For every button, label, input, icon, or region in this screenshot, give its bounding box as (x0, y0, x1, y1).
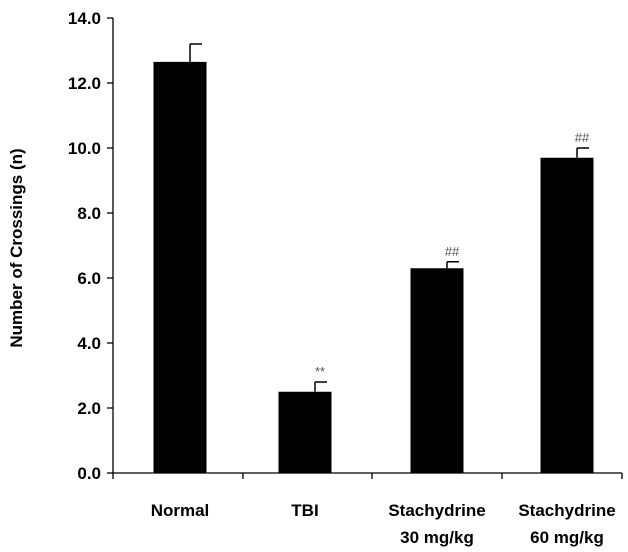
y-tick-label: 12.0 (68, 74, 101, 93)
x-category-label: 60 mg/kg (530, 528, 604, 547)
x-category-label: 30 mg/kg (400, 528, 474, 547)
x-category-label: Stachydrine (518, 501, 615, 520)
x-category-label: Normal (151, 501, 210, 520)
y-tick-label: 4.0 (77, 334, 101, 353)
significance-label: ## (445, 244, 460, 259)
bar (278, 391, 332, 473)
x-category-label: TBI (291, 501, 318, 520)
bar (410, 268, 464, 473)
significance-label: ** (315, 364, 325, 379)
y-axis-title: Number of Crossings (n) (7, 148, 26, 347)
y-tick-label: 8.0 (77, 204, 101, 223)
significance-label: ## (575, 130, 590, 145)
bar (540, 157, 594, 473)
y-tick-label: 2.0 (77, 399, 101, 418)
bar (153, 61, 207, 473)
y-tick-label: 0.0 (77, 464, 101, 483)
y-tick-label: 10.0 (68, 139, 101, 158)
y-tick-label: 14.0 (68, 9, 101, 28)
x-category-label: Stachydrine (388, 501, 485, 520)
y-tick-label: 6.0 (77, 269, 101, 288)
